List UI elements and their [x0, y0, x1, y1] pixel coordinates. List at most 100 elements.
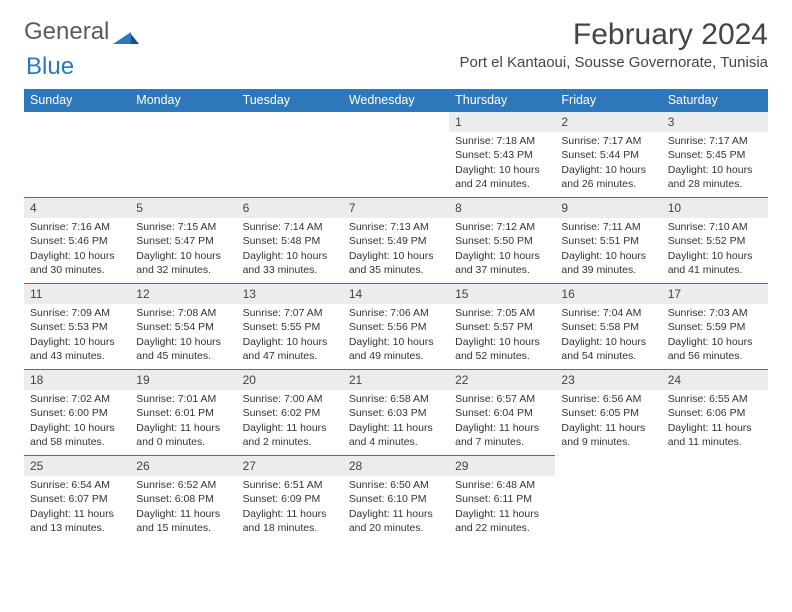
- sunset-line: Sunset: 5:46 PM: [30, 235, 108, 247]
- calendar-day-cell: [24, 111, 130, 197]
- calendar-day-cell: 4Sunrise: 7:16 AMSunset: 5:46 PMDaylight…: [24, 197, 130, 283]
- weekday-header: Monday: [130, 89, 236, 111]
- calendar-day-cell: 13Sunrise: 7:07 AMSunset: 5:55 PMDayligh…: [237, 283, 343, 369]
- calendar-head: SundayMondayTuesdayWednesdayThursdayFrid…: [24, 89, 768, 111]
- day-details: Sunrise: 7:17 AM Sunset: 5:45 PM Daylight:…: [662, 132, 768, 195]
- empty-day-bar: [24, 111, 130, 131]
- calendar-day-cell: 19Sunrise: 7:01 AMSunset: 6:01 PMDayligh…: [130, 369, 236, 455]
- day-details: Sunrise: 7:18 AMSunset: 5:43 PMDaylight:…: [449, 132, 555, 195]
- calendar-day-cell: 10Sunrise: 7:10 AMSunset: 5:52 PMDayligh…: [662, 197, 768, 283]
- sunset-line: Sunset: 5:59 PM: [668, 321, 746, 333]
- calendar-day-cell: 29Sunrise: 6:48 AMSunset: 6:11 PMDayligh…: [449, 455, 555, 541]
- day-number: 8: [449, 197, 555, 218]
- day-number: 16: [555, 283, 661, 304]
- sunset-line: Sunset: 5:47 PM: [136, 235, 214, 247]
- daylight-line: Daylight: 10 hours and 33 minutes.: [243, 250, 328, 276]
- calendar-week: 18 Sunrise: 7:02 AM Sunset: 6:00 PM Dayligh…: [24, 369, 768, 455]
- daylight-line: Daylight: 10 hours and 52 minutes.: [455, 336, 540, 362]
- sunrise-line: Sunrise: 7:17 AM: [668, 135, 748, 147]
- day-number: 21: [343, 369, 449, 390]
- daylight-line: Daylight: 10 hours and 28 minutes.: [668, 164, 753, 190]
- day-number: 14: [343, 283, 449, 304]
- day-details: Sunrise: 7:11 AMSunset: 5:51 PMDaylight:…: [555, 218, 661, 281]
- day-details: Sunrise: 7:17 AMSunset: 5:44 PMDaylight:…: [555, 132, 661, 195]
- calendar-day-cell: 2Sunrise: 7:17 AMSunset: 5:44 PMDaylight…: [555, 111, 661, 197]
- weekday-header: Friday: [555, 89, 661, 111]
- day-number: 7: [343, 197, 449, 218]
- sunset-line: Sunset: 5:44 PM: [561, 149, 639, 161]
- daylight-line: Daylight: 11 hours and 7 minutes.: [455, 422, 539, 448]
- logo-text-1: General: [24, 18, 109, 46]
- calendar-day-cell: 16Sunrise: 7:04 AMSunset: 5:58 PMDayligh…: [555, 283, 661, 369]
- day-details: Sunrise: 6:51 AMSunset: 6:09 PMDaylight:…: [237, 476, 343, 539]
- sunrise-line: Sunrise: 7:02 AM: [30, 393, 110, 405]
- sunrise-line: Sunrise: 7:01 AM: [136, 393, 216, 405]
- daylight-line: Daylight: 10 hours and 54 minutes.: [561, 336, 646, 362]
- calendar-day-cell: 22Sunrise: 6:57 AMSunset: 6:04 PMDayligh…: [449, 369, 555, 455]
- calendar-day-cell: 25Sunrise: 6:54 AMSunset: 6:07 PMDayligh…: [24, 455, 130, 541]
- day-number: 26: [130, 455, 236, 476]
- sunrise-line: Sunrise: 6:51 AM: [243, 479, 323, 491]
- sunrise-line: Sunrise: 6:50 AM: [349, 479, 429, 491]
- sunrise-line: Sunrise: 7:05 AM: [455, 307, 535, 319]
- day-number: 4: [24, 197, 130, 218]
- day-details: Sunrise: 6:54 AMSunset: 6:07 PMDaylight:…: [24, 476, 130, 539]
- day-number: 9: [555, 197, 661, 218]
- day-details: Sunrise: 7:02 AM Sunset: 6:00 PM Daylight:…: [24, 390, 130, 453]
- sunset-line: Sunset: 6:03 PM: [349, 407, 427, 419]
- day-number: 27: [237, 455, 343, 476]
- daylight-line: Daylight: 10 hours and 39 minutes.: [561, 250, 646, 276]
- sunrise-line: Sunrise: 6:48 AM: [455, 479, 535, 491]
- day-number: 18: [24, 369, 130, 390]
- sunset-line: Sunset: 6:10 PM: [349, 493, 427, 505]
- daylight-line: Daylight: 11 hours and 9 minutes.: [561, 422, 645, 448]
- sunrise-line: Sunrise: 7:12 AM: [455, 221, 535, 233]
- calendar-day-cell: 12Sunrise: 7:08 AMSunset: 5:54 PMDayligh…: [130, 283, 236, 369]
- sunrise-line: Sunrise: 7:00 AM: [243, 393, 323, 405]
- calendar-day-cell: 6Sunrise: 7:14 AMSunset: 5:48 PMDaylight…: [237, 197, 343, 283]
- day-details: Sunrise: 7:01 AMSunset: 6:01 PMDaylight:…: [130, 390, 236, 453]
- daylight-line: Daylight: 11 hours and 13 minutes.: [30, 508, 114, 534]
- logo-text-2: Blue: [26, 53, 74, 80]
- day-details: Sunrise: 6:57 AMSunset: 6:04 PMDaylight:…: [449, 390, 555, 453]
- day-number: 19: [130, 369, 236, 390]
- sunset-line: Sunset: 5:43 PM: [455, 149, 533, 161]
- sunrise-line: Sunrise: 7:17 AM: [561, 135, 641, 147]
- day-number: 24: [662, 369, 768, 390]
- calendar-day-cell: 24Sunrise: 6:55 AMSunset: 6:06 PMDayligh…: [662, 369, 768, 455]
- day-number: 13: [237, 283, 343, 304]
- day-number: 1: [449, 111, 555, 132]
- daylight-line: Daylight: 10 hours and 37 minutes.: [455, 250, 540, 276]
- daylight-line: Daylight: 10 hours and 32 minutes.: [136, 250, 221, 276]
- sunset-line: Sunset: 5:45 PM: [668, 149, 746, 161]
- sunset-line: Sunset: 6:00 PM: [30, 407, 108, 419]
- sunset-line: Sunset: 5:54 PM: [136, 321, 214, 333]
- day-number: 5: [130, 197, 236, 218]
- sunset-line: Sunset: 6:04 PM: [455, 407, 533, 419]
- calendar-day-cell: 3Sunrise: 7:17 AMSunset: 5:45 PMDaylight…: [662, 111, 768, 197]
- sunset-line: Sunset: 5:55 PM: [243, 321, 321, 333]
- day-number: 22: [449, 369, 555, 390]
- day-details: Sunrise: 7:12 AMSunset: 5:50 PMDaylight:…: [449, 218, 555, 281]
- day-number: 20: [237, 369, 343, 390]
- calendar-day-cell: 18 Sunrise: 7:02 AM Sunset: 6:00 PM Dayligh…: [24, 369, 130, 455]
- daylight-line: Daylight: 10 hours and 43 minutes.: [30, 336, 115, 362]
- daylight-line: Daylight: 10 hours and 30 minutes.: [30, 250, 115, 276]
- sunrise-line: Sunrise: 6:54 AM: [30, 479, 110, 491]
- empty-day-bar: [130, 111, 236, 131]
- calendar-day-cell: 8Sunrise: 7:12 AMSunset: 5:50 PMDaylight…: [449, 197, 555, 283]
- daylight-line: Daylight: 11 hours and 22 minutes.: [455, 508, 539, 534]
- day-number: 12: [130, 283, 236, 304]
- daylight-line: Daylight: 10 hours and 58 minutes.: [30, 422, 115, 448]
- calendar-day-cell: 1Sunrise: 7:18 AMSunset: 5:43 PMDaylight…: [449, 111, 555, 197]
- calendar-week: 4Sunrise: 7:16 AMSunset: 5:46 PMDaylight…: [24, 197, 768, 283]
- sunset-line: Sunset: 6:01 PM: [136, 407, 214, 419]
- calendar-day-cell: [343, 111, 449, 197]
- sunset-line: Sunset: 5:48 PM: [243, 235, 321, 247]
- sunrise-line: Sunrise: 7:11 AM: [561, 221, 640, 233]
- day-details: Sunrise: 6:56 AMSunset: 6:05 PMDaylight:…: [555, 390, 661, 453]
- sunset-line: Sunset: 6:08 PM: [136, 493, 214, 505]
- day-number: 15: [449, 283, 555, 304]
- daylight-line: Daylight: 10 hours and 35 minutes.: [349, 250, 434, 276]
- sunrise-line: Sunrise: 6:55 AM: [668, 393, 748, 405]
